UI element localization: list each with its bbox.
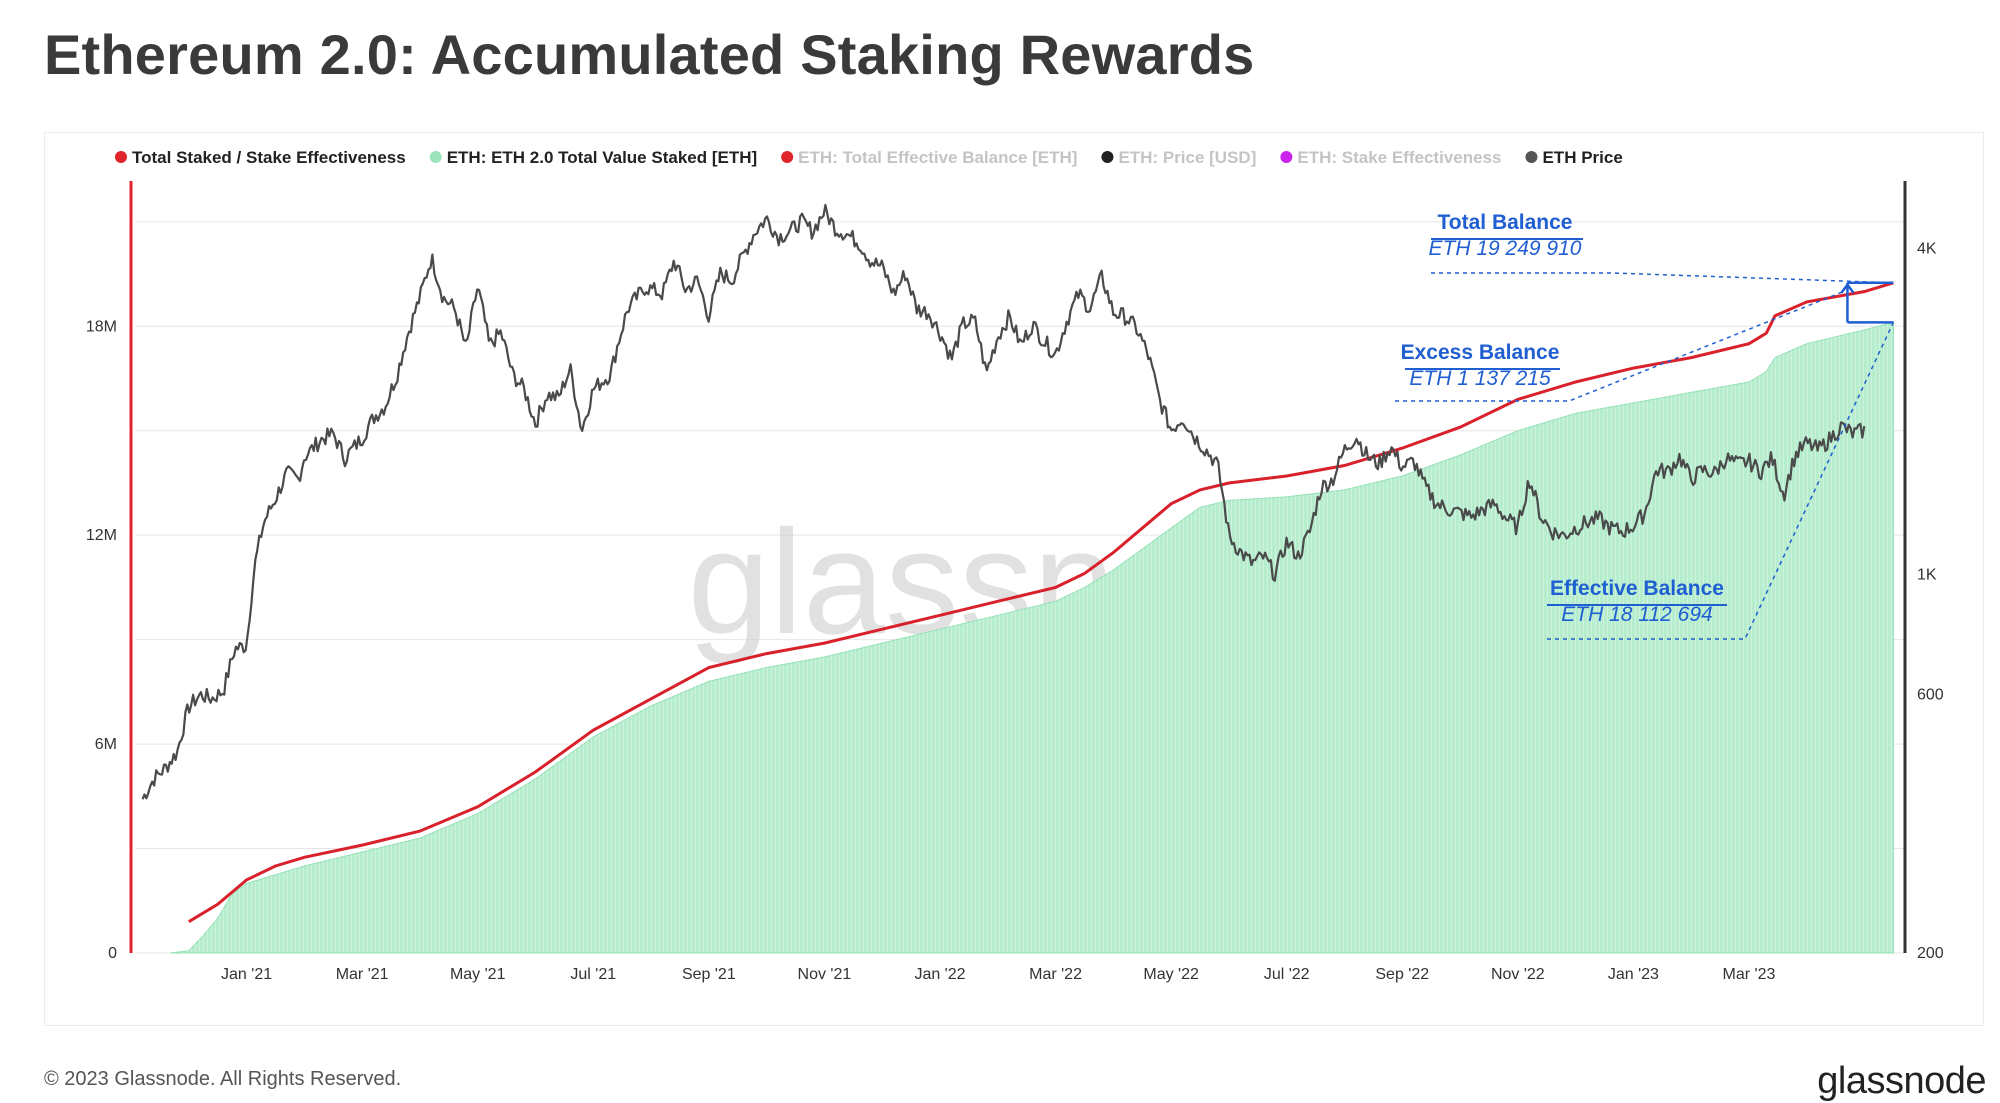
legend-marker xyxy=(781,151,794,163)
legend: Total Staked / Stake Effectiveness ETH: E… xyxy=(115,148,1623,167)
legend-item: ETH: Price [USD] xyxy=(1101,148,1256,167)
legend-label: ETH: ETH 2.0 Total Value Staked [ETH] xyxy=(447,148,757,167)
x-axis-tick-label: Sep '21 xyxy=(682,966,736,983)
annotation-excess-balance: Excess Balance ETH 1 137 215 xyxy=(1395,290,1846,402)
legend-label: Total Staked / Stake Effectiveness xyxy=(132,148,406,167)
annotation-value: ETH 1 137 215 xyxy=(1409,367,1551,390)
right-axis-tick-label: 600 xyxy=(1917,687,1944,704)
annotation-value: ETH 18 112 694 xyxy=(1561,603,1712,626)
annotation-value: ETH 19 249 910 xyxy=(1429,237,1582,260)
annotation-effective-balance: Effective Balance ETH 18 112 694 xyxy=(1547,321,1895,640)
x-axis-tick-label: Jan '23 xyxy=(1608,966,1659,983)
right-axis-tick-label: 1K xyxy=(1917,567,1937,584)
x-axis-tick-label: Nov '22 xyxy=(1491,966,1545,983)
left-axis-tick-label: 12M xyxy=(86,527,117,544)
series-line-eth-price xyxy=(141,203,1866,800)
legend-item: ETH Price xyxy=(1525,148,1623,167)
right-axis-tick-label: 200 xyxy=(1917,945,1944,962)
legend-item: ETH: ETH 2.0 Total Value Staked [ETH] xyxy=(429,148,757,167)
x-axis-tick-label: Sep '22 xyxy=(1375,966,1429,983)
left-axis-tick-label: 18M xyxy=(86,318,117,335)
x-axis-tick-label: May '22 xyxy=(1143,966,1199,983)
x-axis-tick-label: Mar '22 xyxy=(1029,966,1082,983)
x-axis-tick-label: Jan '22 xyxy=(914,966,965,983)
x-axis-tick-label: Jan '21 xyxy=(221,966,272,983)
chart-panel: glassnode 0 6M 12M 18M 200 600 1K 4K Jan '21 Mar … xyxy=(44,132,1984,1026)
legend-marker xyxy=(1280,151,1293,163)
legend-item: ETH: Total Effective Balance [ETH] xyxy=(781,148,1077,167)
legend-label: ETH: Stake Effectiveness xyxy=(1297,148,1501,167)
page-title: Ethereum 2.0: Accumulated Staking Reward… xyxy=(44,23,1255,86)
excess-balance-bracket xyxy=(1840,281,1894,324)
series-line-total-effective-balance xyxy=(188,281,1894,923)
series-area-total-value-staked xyxy=(170,321,1894,954)
annotation-total-balance: Total Balance ETH 19 249 910 xyxy=(1429,211,1894,284)
legend-marker xyxy=(1101,151,1114,163)
annotation-title: Effective Balance xyxy=(1550,577,1724,600)
annotation-leader xyxy=(1395,290,1846,402)
annotation-leader xyxy=(1431,272,1894,284)
annotation-title: Excess Balance xyxy=(1401,341,1560,364)
arrow-up-icon xyxy=(1840,282,1855,294)
x-axis-tick-label: May '21 xyxy=(450,966,506,983)
brand-logo: glassnode xyxy=(1817,1060,1986,1102)
legend-marker xyxy=(1525,151,1538,163)
annotation-title: Total Balance xyxy=(1438,211,1573,234)
x-axis-tick-label: Jul '21 xyxy=(570,966,616,983)
left-axis-tick-label: 0 xyxy=(108,945,117,962)
legend-label: ETH: Price [USD] xyxy=(1118,148,1256,167)
right-axis-tick-label: 4K xyxy=(1917,241,1937,258)
axes: 0 6M 12M 18M 200 600 1K 4K Jan '21 Mar '21 May '21… xyxy=(86,181,1944,983)
legend-item: Total Staked / Stake Effectiveness xyxy=(115,148,406,167)
annotation-leader xyxy=(1547,321,1895,640)
copyright-text: © 2023 Glassnode. All Rights Reserved. xyxy=(44,1068,402,1090)
left-axis-tick-label: 6M xyxy=(95,736,117,753)
legend-item: ETH: Stake Effectiveness xyxy=(1280,148,1501,167)
legend-marker xyxy=(429,151,442,163)
annotations: Total Balance ETH 19 249 910 Excess Balanc… xyxy=(1395,211,1895,640)
x-axis-tick-label: Nov '21 xyxy=(798,966,852,983)
x-axis-tick-label: Mar '23 xyxy=(1723,966,1776,983)
legend-label: ETH Price xyxy=(1542,148,1622,167)
x-axis-tick-label: Mar '21 xyxy=(336,966,389,983)
series-lines xyxy=(141,203,1894,923)
legend-label: ETH: Total Effective Balance [ETH] xyxy=(798,148,1077,167)
legend-marker xyxy=(115,151,127,163)
x-axis-tick-label: Jul '22 xyxy=(1264,966,1310,983)
